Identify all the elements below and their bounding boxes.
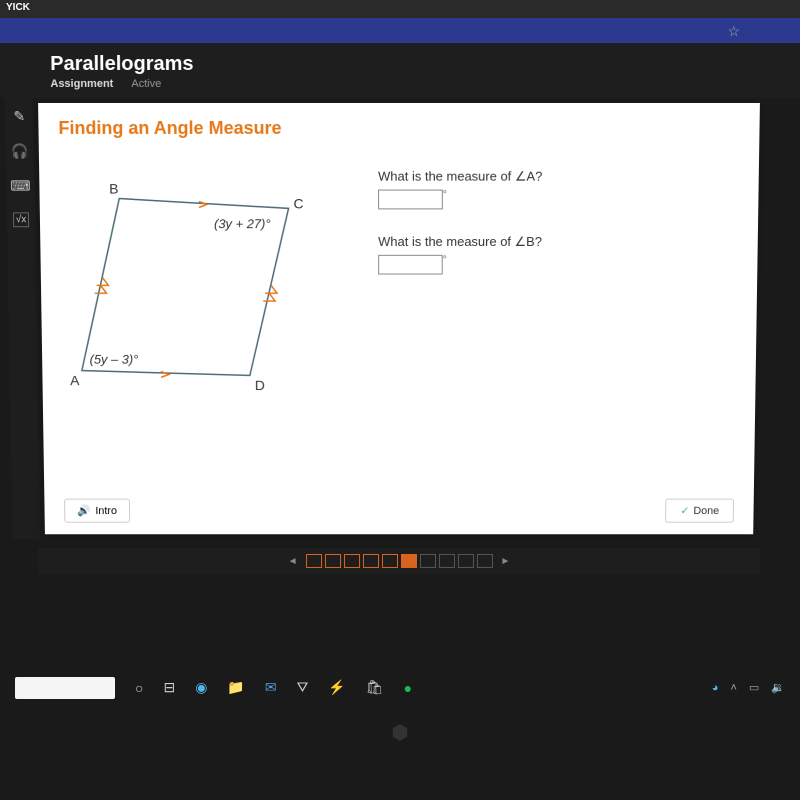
left-toolbar: ✎ 🎧 ⌨ √x	[5, 98, 40, 539]
dropbox-icon[interactable]: ⛛	[297, 679, 309, 696]
progress-step-disabled	[438, 554, 454, 568]
keyboard-icon[interactable]: ⌨	[10, 178, 30, 195]
main-container: ✎ 🎧 ⌨ √x Finding an Angle Measure	[5, 98, 800, 539]
task-view-icon[interactable]: ⊟	[163, 679, 175, 696]
formula-icon[interactable]: √x	[13, 212, 30, 227]
lesson-title: Finding an Angle Measure	[58, 118, 739, 139]
progress-step-disabled	[419, 554, 435, 568]
lesson-header: Parallelograms Assignment Active	[0, 43, 800, 98]
progress-step-active[interactable]	[400, 554, 416, 568]
browser-tab-bar: YICK	[0, 0, 800, 18]
vertex-a-label: A	[70, 372, 80, 388]
angle-a-expr: (5y – 3)°	[90, 352, 139, 367]
content-body: B C A D (3y + 27)° (5y – 3)° What is the…	[59, 169, 739, 424]
taskbar-search[interactable]	[15, 677, 115, 699]
content-area: Finding an Angle Measure B C A	[38, 103, 760, 534]
progress-next-icon[interactable]: ►	[495, 555, 515, 566]
progress-step[interactable]	[344, 554, 360, 568]
progress-prev-icon[interactable]: ◄	[283, 555, 303, 566]
vertex-c-label: C	[293, 196, 303, 212]
battery-icon[interactable]: ▭	[749, 681, 759, 694]
question-2: What is the measure of ∠B?	[378, 234, 738, 250]
speaker-icon: 🔊	[77, 504, 91, 517]
tray-chevron-icon[interactable]: ˄	[730, 682, 736, 694]
tray-icon[interactable]: ◕	[712, 682, 719, 694]
edge-icon[interactable]: ◉	[195, 679, 207, 696]
cortana-icon[interactable]: ○	[135, 680, 143, 696]
windows-taskbar: ○ ⊟ ◉ 📁 ✉ ⛛ ⚡ 🛍 ● ◕ ˄ ▭ 🔉	[0, 670, 800, 705]
app-icon[interactable]: ⚡	[328, 679, 345, 696]
course-subtitle: Assignment Active	[50, 78, 779, 90]
assignment-label: Assignment	[50, 78, 113, 90]
progress-step[interactable]	[382, 554, 398, 568]
mail-icon[interactable]: ✉	[265, 679, 277, 696]
store-icon[interactable]: 🛍	[366, 679, 384, 696]
course-title: Parallelograms	[50, 53, 780, 76]
angle-c-expr: (3y + 27)°	[214, 216, 271, 231]
hp-logo: ⬢	[391, 720, 408, 745]
bookmark-star-icon[interactable]: ☆	[727, 23, 740, 40]
progress-step-disabled	[457, 554, 473, 568]
question-area: What is the measure of ∠A? ° What is the…	[378, 169, 739, 424]
progress-step[interactable]	[325, 554, 341, 568]
system-tray: ◕ ˄ ▭ 🔉	[712, 681, 785, 694]
status-label: Active	[131, 78, 161, 90]
progress-step[interactable]	[363, 554, 379, 568]
done-button[interactable]: ✓ Done	[666, 499, 735, 523]
vertex-b-label: B	[109, 181, 118, 197]
intro-button[interactable]: 🔊 Intro	[64, 499, 130, 523]
parallelogram-diagram: B C A D (3y + 27)° (5y – 3)°	[59, 169, 339, 424]
done-label: Done	[693, 505, 719, 517]
progress-bar: ◄ ►	[38, 548, 760, 574]
progress-step-disabled	[476, 554, 492, 568]
check-icon: ✓	[680, 504, 689, 517]
degree-mark: °	[443, 190, 447, 201]
explorer-icon[interactable]: 📁	[227, 679, 244, 696]
volume-icon[interactable]: 🔉	[771, 681, 785, 694]
question-1: What is the measure of ∠A?	[378, 169, 739, 185]
pencil-icon[interactable]: ✎	[13, 108, 25, 125]
vertex-d-label: D	[255, 377, 265, 393]
spotify-icon[interactable]: ●	[404, 680, 412, 696]
browser-title-bar: ☆	[0, 18, 800, 43]
intro-label: Intro	[95, 505, 117, 517]
content-bottom-bar: 🔊 Intro ✓ Done	[64, 499, 734, 523]
answer-input-b[interactable]	[378, 255, 443, 275]
degree-mark: °	[443, 255, 447, 266]
progress-step[interactable]	[306, 554, 322, 568]
answer-input-a[interactable]	[378, 190, 443, 210]
tab-text: YICK	[6, 2, 30, 13]
headphones-icon[interactable]: 🎧	[11, 143, 29, 160]
